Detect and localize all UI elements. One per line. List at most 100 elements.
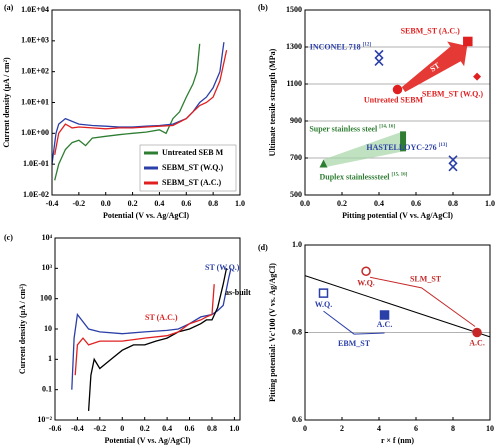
data-line bbox=[74, 284, 215, 376]
point-name: A.C. bbox=[469, 338, 485, 347]
x-tick-label: 0.4 bbox=[374, 199, 384, 208]
point-name: W.Q. bbox=[315, 300, 333, 309]
x-tick-label: 0.0 bbox=[101, 199, 111, 208]
data-line bbox=[71, 268, 232, 390]
point-name: SEBM_ST (W.Q.) bbox=[422, 89, 483, 98]
x-tick-label: -0.2 bbox=[73, 199, 86, 208]
point-ref: [12] bbox=[363, 43, 372, 48]
point-name: Duplex stainlesssteel bbox=[320, 172, 391, 181]
x-tick-label: 1.0 bbox=[485, 199, 495, 208]
x-tick-label: 0.8 bbox=[208, 199, 218, 208]
y-tick-label: 1.0E+04 bbox=[21, 5, 49, 14]
point-name: HASTELLOYC-276 bbox=[366, 143, 436, 152]
point-ref: [15, 16] bbox=[392, 173, 408, 178]
marker bbox=[318, 288, 329, 298]
series-label: as-built bbox=[225, 288, 251, 297]
y-tick-label: 10 bbox=[44, 324, 52, 333]
y-tick-label: 700 bbox=[290, 153, 302, 162]
x-tick-label: 0.8 bbox=[448, 199, 458, 208]
point-label: W.Q. bbox=[357, 278, 375, 287]
y-tick-label: 1300 bbox=[286, 42, 302, 51]
arrow-shape bbox=[401, 41, 468, 93]
legend-label: SEBM_ST (W.Q.) bbox=[162, 163, 223, 172]
x-tick-label: 0.2 bbox=[140, 424, 150, 433]
x-tick-label: 0 bbox=[120, 424, 124, 433]
point-label: A.C. bbox=[469, 338, 485, 347]
y-tick-label: 1.0E+00 bbox=[21, 128, 49, 137]
x-tick-label: 0.6 bbox=[411, 199, 421, 208]
y-tick-label: 1.0E-01 bbox=[23, 159, 49, 168]
marker bbox=[473, 72, 482, 81]
plot-frame bbox=[304, 9, 491, 196]
y-tick-label: 0.1 bbox=[42, 384, 52, 393]
x-axis-label: Potential (V vs. Ag/AgCl) bbox=[104, 436, 190, 445]
panel-label: (a) bbox=[4, 3, 14, 12]
trend-band bbox=[323, 131, 404, 168]
marker bbox=[374, 49, 384, 66]
y-tick-label: 1.0E-02 bbox=[23, 190, 49, 199]
point-name: Untreated SEBM bbox=[364, 95, 424, 104]
st-arrow: ST bbox=[401, 41, 468, 93]
point-name: W.Q. bbox=[357, 278, 375, 287]
x-tick-label: 2 bbox=[340, 424, 344, 433]
point-name: SEBM_ST (A.C.) bbox=[401, 26, 461, 35]
x-tick-label: 0.2 bbox=[337, 199, 347, 208]
point-name: Super stainless steel bbox=[309, 124, 378, 133]
data-line bbox=[87, 268, 228, 411]
y-axis-label: Pitting potential: Vc'100 (V vs. Ag/AgCl… bbox=[268, 263, 277, 402]
y-tick-label: 1.0 bbox=[292, 240, 302, 249]
point-label: A.C. bbox=[377, 320, 393, 329]
panel-label: (d) bbox=[258, 243, 268, 252]
point-label: SEBM_ST (W.Q.) bbox=[422, 89, 483, 98]
marker bbox=[472, 327, 482, 338]
y-tick-label: 10⁴ bbox=[42, 233, 53, 242]
plot-frame bbox=[304, 244, 491, 421]
series-label: ST (W.Q.) bbox=[205, 263, 240, 272]
bracket bbox=[369, 276, 476, 327]
x-tick-label: -0.6 bbox=[49, 424, 62, 433]
point-label: Duplex stainlesssteel [15, 16] bbox=[320, 172, 408, 181]
x-tick-label: 10 bbox=[486, 424, 494, 433]
x-tick-label: 0.4 bbox=[154, 199, 164, 208]
panel-label: (b) bbox=[258, 3, 268, 12]
x-tick-label: 8 bbox=[451, 424, 455, 433]
marker bbox=[392, 84, 403, 95]
x-tick-label: 0.6 bbox=[185, 424, 195, 433]
x-tick-label: 4 bbox=[377, 424, 381, 433]
marker bbox=[319, 159, 328, 168]
y-tick-label: 100 bbox=[40, 293, 52, 302]
x-tick-label: 0.4 bbox=[162, 424, 172, 433]
x-tick-label: 0.2 bbox=[128, 199, 138, 208]
legend-label: SEBM_ST (A.C.) bbox=[162, 178, 222, 187]
bracket bbox=[323, 310, 385, 335]
series-label: ST (A.C.) bbox=[145, 313, 178, 322]
legend-label: Untreated SEB M bbox=[162, 148, 224, 157]
marker bbox=[463, 36, 473, 47]
x-tick-label: 0.8 bbox=[207, 424, 217, 433]
point-label: Super stainless steel [14, 16] bbox=[309, 124, 395, 133]
x-tick-label: -0.4 bbox=[71, 424, 84, 433]
point-label: SEBM_ST (A.C.) bbox=[401, 26, 461, 35]
data-line bbox=[54, 43, 201, 181]
point-ref: [14, 16] bbox=[379, 124, 395, 129]
marker bbox=[448, 155, 458, 172]
y-axis-label: Ultimate tensile strength (MPa) bbox=[268, 48, 277, 156]
point-label: Untreated SEBM bbox=[364, 95, 424, 104]
x-axis-label: Pitting potential (V vs. Ag/AgCl) bbox=[342, 211, 453, 220]
point-name: A.C. bbox=[377, 320, 393, 329]
y-tick-label: 1.0E+03 bbox=[21, 36, 49, 45]
data-line bbox=[51, 42, 225, 165]
group-label: SLM_ST bbox=[410, 275, 442, 284]
marker bbox=[400, 131, 407, 152]
y-tick-label: 1.0E+01 bbox=[21, 97, 49, 106]
y-tick-label: 10³ bbox=[42, 263, 53, 272]
y-axis-label: Current density (μA / cm²) bbox=[2, 57, 11, 148]
y-axis-label: Current density (μA / cm²) bbox=[18, 284, 27, 375]
point-label: INCONEL 718 [12] bbox=[310, 42, 372, 51]
marker bbox=[379, 310, 390, 320]
marker bbox=[361, 266, 371, 276]
group-label: EBM_ST bbox=[338, 339, 371, 348]
x-tick-label: 0 bbox=[303, 424, 307, 433]
x-tick-label: 6 bbox=[414, 424, 418, 433]
